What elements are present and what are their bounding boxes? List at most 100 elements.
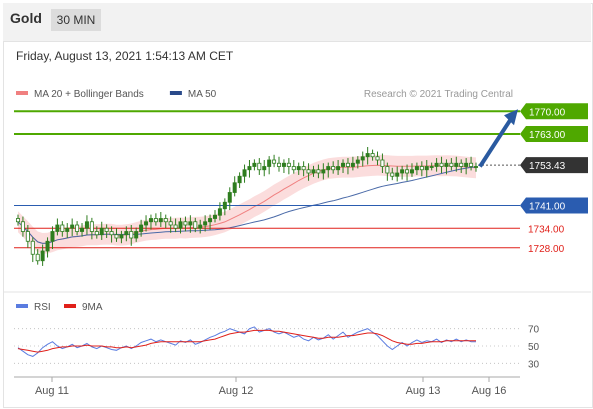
candle-body	[80, 227, 85, 232]
x-tick-label: Aug 16	[472, 385, 507, 397]
candle-body	[232, 182, 237, 193]
rsi-tick-label: 30	[528, 359, 540, 370]
candle-body	[345, 162, 350, 167]
candle-body	[272, 159, 277, 164]
candle-body	[375, 156, 380, 161]
candle-body	[15, 218, 20, 223]
candle-body	[301, 166, 306, 171]
candle-body	[84, 221, 89, 229]
candle-body	[114, 234, 119, 239]
candle-body	[439, 162, 444, 167]
candle-body	[400, 169, 405, 174]
candle-body	[94, 231, 99, 236]
candle-body	[45, 240, 50, 252]
candle-body	[365, 153, 370, 158]
candle-body	[464, 162, 469, 167]
candle-body	[183, 221, 188, 226]
candle-body	[405, 169, 410, 174]
candle-body	[222, 201, 227, 210]
level-label: 1763.00	[529, 130, 566, 141]
candle-body	[148, 218, 153, 223]
candle-body	[409, 169, 414, 174]
candle-body	[360, 156, 365, 161]
candle-body	[459, 162, 464, 167]
copyright-text: Research © 2021 Trading Central	[364, 89, 513, 100]
candle-body	[247, 166, 252, 171]
candle-body	[419, 166, 424, 171]
candle-body	[203, 221, 208, 226]
candle-body	[424, 166, 429, 171]
candle-body	[104, 227, 109, 232]
candle-body	[65, 227, 70, 232]
candle-body	[188, 221, 193, 226]
candle-body	[316, 169, 321, 174]
candle-body	[311, 169, 316, 174]
candle-body	[434, 162, 439, 167]
candle-body	[395, 172, 400, 177]
candle-body	[168, 221, 173, 226]
legend-label: MA 50	[188, 89, 217, 100]
chart-header	[3, 3, 591, 42]
candle-body	[286, 162, 291, 167]
candle-body	[277, 162, 282, 167]
candle-body	[281, 162, 286, 167]
candle-body	[414, 166, 419, 171]
candle-body	[173, 224, 178, 229]
x-tick-label: Aug 13	[406, 385, 441, 397]
candle-body	[227, 192, 232, 203]
x-tick-label: Aug 12	[219, 385, 254, 397]
candle-body	[380, 159, 385, 167]
candle-body	[99, 227, 104, 236]
legend-label: MA 20 + Bollinger Bands	[34, 89, 144, 100]
candle-body	[40, 250, 45, 262]
candle-body	[385, 166, 390, 174]
level-tag	[520, 103, 588, 120]
candle-body	[30, 240, 35, 255]
rsi-legend-swatch	[64, 304, 76, 308]
candle-body	[242, 169, 247, 177]
ma50-line	[17, 166, 477, 244]
candle-body	[70, 224, 75, 229]
candle-body	[429, 166, 434, 168]
candle-body	[326, 166, 331, 171]
rsi-series-9ma	[17, 329, 476, 353]
level-tag	[520, 197, 588, 214]
legend-swatch	[169, 91, 182, 95]
candle-body	[296, 166, 301, 171]
instrument-title: Gold	[10, 10, 42, 26]
candle-body	[35, 253, 40, 262]
candle-body	[444, 162, 449, 167]
x-tick-label: Aug 11	[35, 385, 69, 397]
candle-body	[20, 221, 25, 232]
candle-body	[119, 234, 124, 239]
candle-body	[390, 172, 395, 177]
candle-body	[55, 224, 60, 232]
candle-body	[50, 231, 55, 242]
timeframe-button[interactable]: 30 MIN	[51, 9, 101, 31]
candle-body	[144, 221, 149, 226]
candle-body	[208, 218, 213, 223]
candle-body	[158, 218, 163, 223]
level-label: 1734.00	[528, 224, 565, 235]
rsi-tick-label: 50	[528, 342, 540, 353]
candle-body	[449, 162, 454, 167]
level-label: 1741.00	[529, 202, 566, 213]
candle-body	[341, 162, 346, 167]
candle-body	[163, 218, 168, 223]
candle-body	[469, 162, 474, 167]
candle-body	[134, 231, 139, 239]
candle-body	[454, 162, 459, 167]
candle-body	[129, 231, 134, 239]
candle-body	[355, 159, 360, 164]
candle-body	[321, 169, 326, 174]
candle-body	[267, 159, 272, 167]
level-label: 1753.43	[529, 161, 566, 172]
timestamp: Friday, August 13, 2021 1:54:13 AM CET	[16, 49, 234, 63]
candle-body	[237, 175, 242, 184]
candle-body	[306, 169, 311, 174]
candle-body	[153, 218, 158, 223]
candle-body	[257, 162, 262, 171]
candle-body	[89, 221, 94, 232]
rsi-legend-label: RSI	[34, 302, 51, 313]
